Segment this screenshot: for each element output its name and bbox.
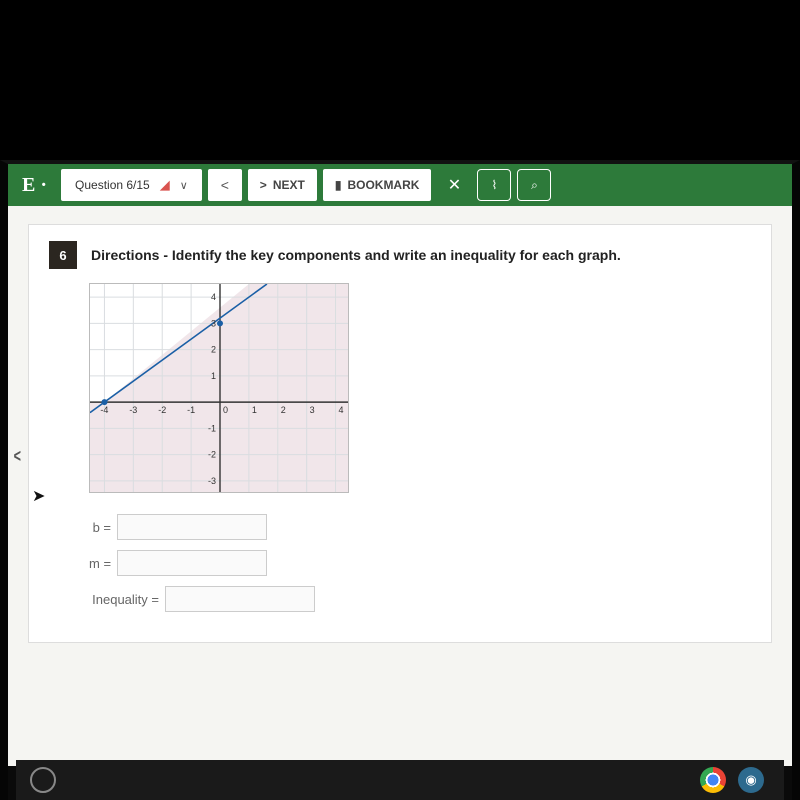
calculator-icon: ⌇ [492, 178, 498, 192]
svg-text:4: 4 [339, 405, 344, 415]
close-icon: ✕ [448, 175, 461, 195]
flag-icon: ◢ [160, 177, 170, 193]
chrome-icon[interactable] [700, 767, 726, 793]
next-label: NEXT [273, 178, 305, 192]
question-directions: Directions - Identify the key components… [91, 247, 621, 263]
launcher-icon[interactable] [30, 767, 56, 793]
bookmark-button[interactable]: ▮ BOOKMARK [323, 169, 432, 201]
magnifier-icon: ⌕ [531, 178, 538, 193]
svg-text:-4: -4 [100, 405, 108, 415]
inequality-graph: -4 -3 -2 -1 0 1 2 3 4 -3 -2 -1 1 2 3 4 [89, 283, 349, 493]
question-number-badge: 6 [49, 241, 77, 269]
calculator-button[interactable]: ⌇ [477, 169, 511, 201]
answer-inputs: b = m = Inequality = [89, 514, 751, 612]
question-card: 6 Directions - Identify the key componen… [28, 224, 772, 643]
svg-text:-1: -1 [208, 423, 216, 433]
prev-button[interactable]: < [208, 169, 242, 201]
svg-text:4: 4 [211, 292, 216, 302]
bookmark-icon: ▮ [335, 178, 342, 192]
svg-text:0: 0 [223, 405, 228, 415]
top-toolbar: E · Question 6/15 ◢ ∨ < > NEXT ▮ BOOKMAR… [8, 164, 792, 206]
svg-text:1: 1 [252, 405, 257, 415]
svg-text:3: 3 [211, 318, 216, 328]
b-label: b = [89, 520, 111, 535]
inequality-input[interactable] [165, 586, 315, 612]
next-button[interactable]: > NEXT [248, 169, 317, 201]
app-logo: E · [14, 174, 55, 197]
svg-text:1: 1 [211, 371, 216, 381]
svg-text:3: 3 [310, 405, 315, 415]
cursor-icon: ➤ [32, 486, 45, 506]
question-indicator-button[interactable]: Question 6/15 ◢ ∨ [61, 169, 202, 201]
svg-text:-2: -2 [208, 450, 216, 460]
svg-text:-2: -2 [158, 405, 166, 415]
m-input[interactable] [117, 550, 267, 576]
svg-text:-1: -1 [187, 405, 195, 415]
search-button[interactable]: ⌕ [517, 169, 551, 201]
chevron-left-icon: < [221, 177, 229, 193]
os-taskbar: ◉ [16, 760, 784, 800]
camera-icon[interactable]: ◉ [738, 767, 764, 793]
chevron-down-icon: ∨ [180, 179, 188, 192]
svg-text:-3: -3 [129, 405, 137, 415]
chevron-right-icon: > [260, 178, 267, 192]
svg-text:2: 2 [281, 405, 286, 415]
m-label: m = [89, 556, 111, 571]
bookmark-label: BOOKMARK [347, 178, 419, 192]
close-button[interactable]: ✕ [437, 169, 471, 201]
panel-collapse-icon[interactable]: < [14, 446, 21, 467]
b-input[interactable] [117, 514, 267, 540]
inequality-label: Inequality = [89, 592, 159, 607]
question-counter-label: Question 6/15 [75, 178, 150, 192]
svg-text:-3: -3 [208, 476, 216, 486]
content-area: < 6 Directions - Identify the key compon… [8, 206, 792, 766]
svg-text:2: 2 [211, 345, 216, 355]
